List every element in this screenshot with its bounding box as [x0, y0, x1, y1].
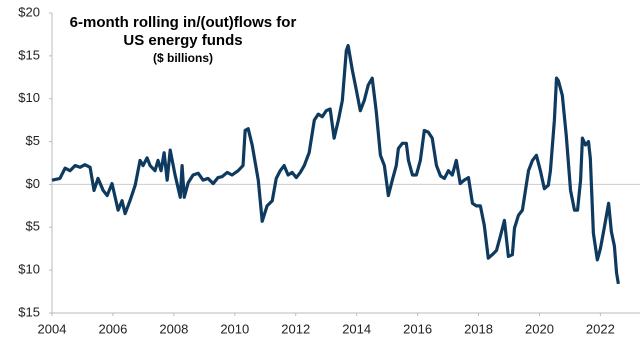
- y-tick-label: $20: [18, 4, 40, 19]
- y-tick-label: $10: [18, 90, 40, 105]
- y-tick-label: $10: [18, 262, 40, 277]
- x-tick-label: 2014: [342, 321, 371, 336]
- x-tick-label: 2006: [98, 321, 127, 336]
- x-tick-label: 2016: [403, 321, 432, 336]
- y-tick-label: $5: [26, 133, 40, 148]
- x-tick-label: 2022: [586, 321, 615, 336]
- y-tick-label: $15: [18, 47, 40, 62]
- x-tick-label: 2004: [38, 321, 67, 336]
- x-tick-label: 2008: [159, 321, 188, 336]
- x-tick-label: 2018: [464, 321, 493, 336]
- x-tick-label: 2020: [525, 321, 554, 336]
- chart-title: 6-month rolling in/(out)flows for US ene…: [69, 14, 297, 49]
- x-tick-label: 2012: [281, 321, 310, 336]
- series-line: [51, 43, 620, 285]
- x-tick-label: 2010: [220, 321, 249, 336]
- y-tick-label: $5: [26, 219, 40, 234]
- title-box: 6-month rolling in/(out)flows for US ene…: [58, 14, 308, 66]
- chart-subtitle: ($ billions): [153, 51, 213, 65]
- y-tick-label: $0: [26, 176, 40, 191]
- y-tick-label: $15: [18, 304, 40, 319]
